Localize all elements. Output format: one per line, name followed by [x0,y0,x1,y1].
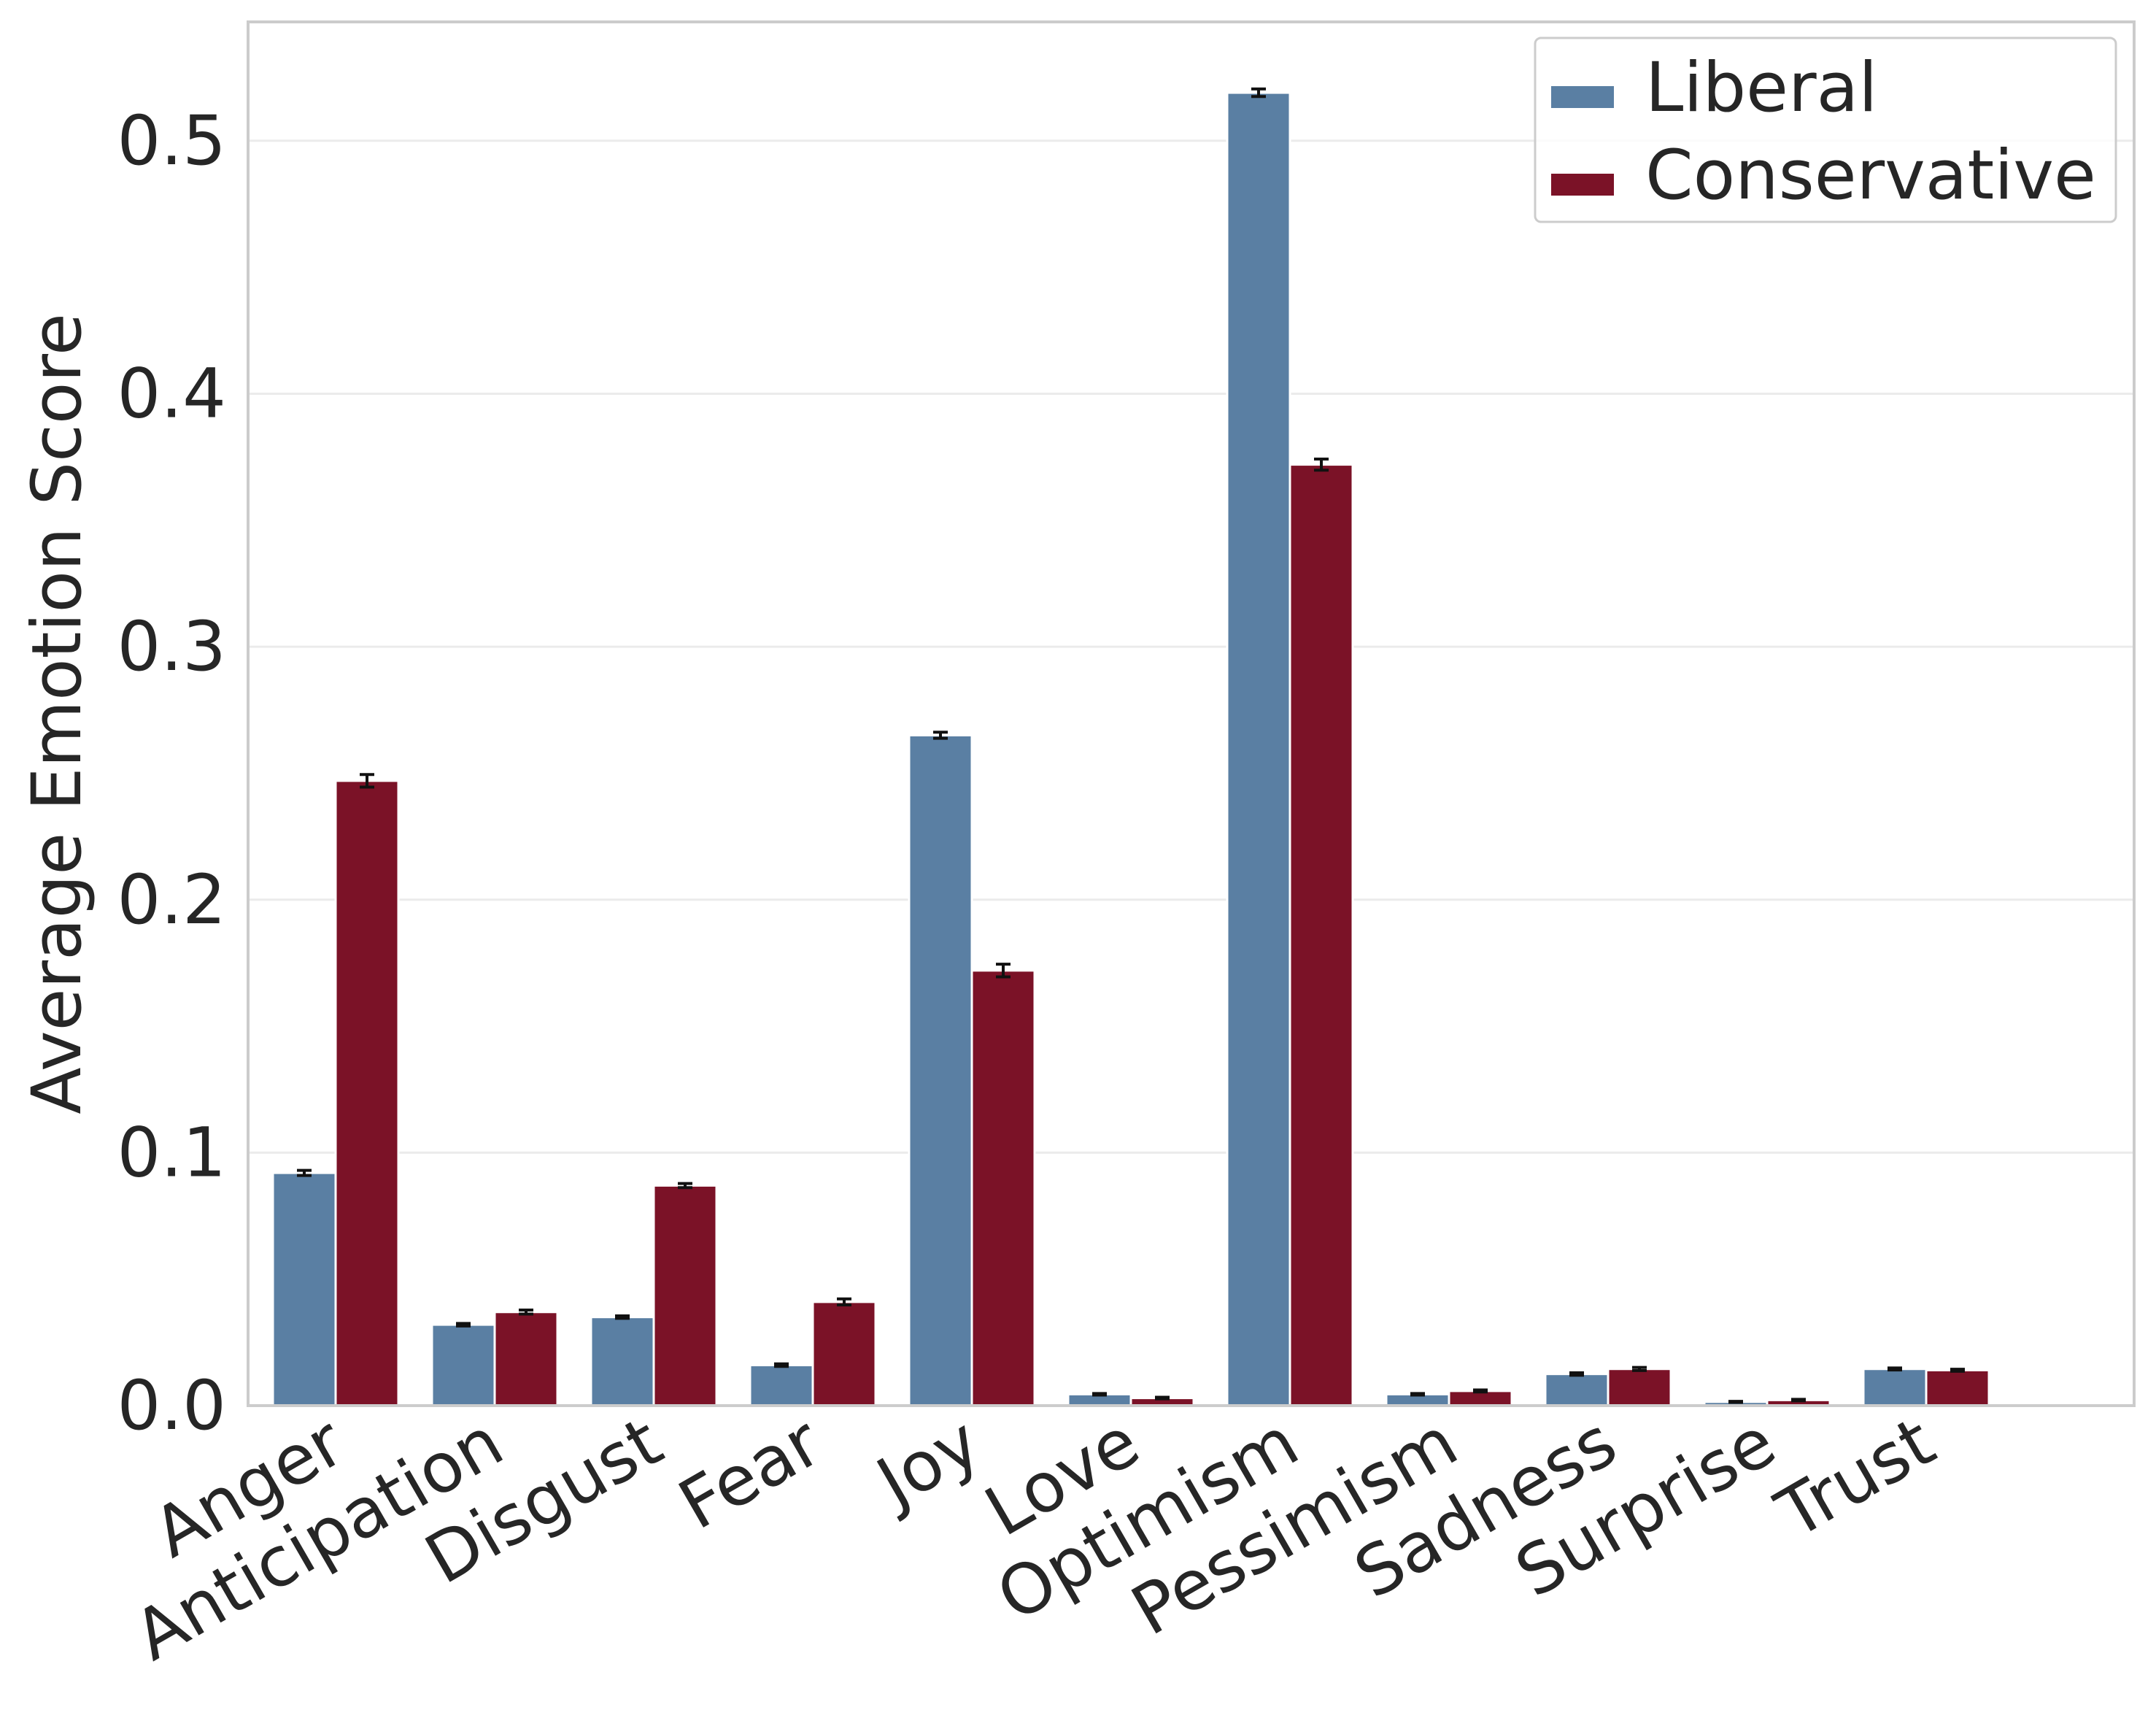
error-bar-conservative-disgust [678,1182,692,1190]
error-bar-liberal-pessimism [1410,1392,1425,1397]
error-bar-conservative-love [1155,1395,1170,1401]
error-bar-liberal-anticipation [456,1322,471,1328]
y-tick-labels: 0.0 0.1 0.2 0.3 0.4 0.5 [117,101,227,1446]
error-bars [297,87,1965,1404]
bar-liberal-disgust [590,1316,655,1407]
axes-frame [247,20,2136,1407]
bar-liberal-trust [1862,1368,1928,1407]
bar-liberal-anticipation [430,1323,496,1407]
bar-conservative-optimism [1288,463,1354,1407]
bar-conservative-anticipation [493,1311,559,1407]
error-bar-conservative-fear [837,1297,851,1307]
bar-conservative-anger [334,779,400,1407]
bar-liberal-sadness [1544,1373,1610,1407]
x-tick-label: Fear [666,1402,835,1545]
y-tick-label: 0.2 [117,860,227,940]
y-axis-label: Average Emotion Score [18,313,97,1114]
error-bar-conservative-surprise [1791,1398,1806,1403]
error-bar-conservative-joy [996,963,1011,979]
bar-conservative-disgust [652,1184,718,1407]
legend-label-liberal: Liberal [1645,48,1877,128]
error-bar-conservative-anger [360,773,374,789]
legend-swatch-liberal [1551,86,1614,108]
error-bar-conservative-trust [1950,1368,1965,1373]
error-bar-liberal-surprise [1728,1400,1743,1404]
legend-swatch-conservative [1551,174,1614,196]
error-bar-liberal-disgust [615,1314,630,1320]
error-bar-conservative-pessimism [1473,1388,1488,1394]
y-tick-label: 0.5 [117,101,227,181]
bar-conservative-sadness [1607,1368,1672,1407]
error-bar-conservative-sadness [1632,1365,1647,1372]
x-tick-label: Trust [1763,1403,1948,1555]
y-tick-label: 0.4 [117,355,227,434]
bar-conservative-trust [1925,1368,1990,1407]
bar-liberal-joy [908,733,973,1407]
y-tick-label: 0.0 [117,1366,227,1446]
y-tick-label: 0.1 [117,1113,227,1193]
legend-box [1534,36,2117,223]
error-bar-liberal-anger [297,1168,312,1177]
error-bar-conservative-optimism [1314,457,1329,472]
error-bar-conservative-anticipation [519,1308,533,1316]
error-bar-liberal-love [1092,1392,1107,1397]
grid-lines [248,139,2134,1154]
bar-liberal-fear [749,1364,814,1407]
x-tick-label: Joy [862,1403,994,1525]
legend: Liberal Conservative [1534,36,2117,223]
bar-liberal-optimism [1226,91,1291,1407]
bar-conservative-fear [811,1301,877,1407]
error-bar-liberal-joy [933,731,948,740]
bar-liberal-anger [271,1171,337,1407]
bars [271,91,1990,1407]
error-bar-liberal-trust [1888,1366,1902,1372]
error-bar-liberal-optimism [1251,87,1266,99]
legend-label-conservative: Conservative [1645,136,2096,215]
bar-conservative-joy [970,969,1036,1407]
error-bar-liberal-sadness [1569,1371,1584,1377]
y-tick-label: 0.3 [117,607,227,687]
error-bar-liberal-fear [774,1362,789,1368]
